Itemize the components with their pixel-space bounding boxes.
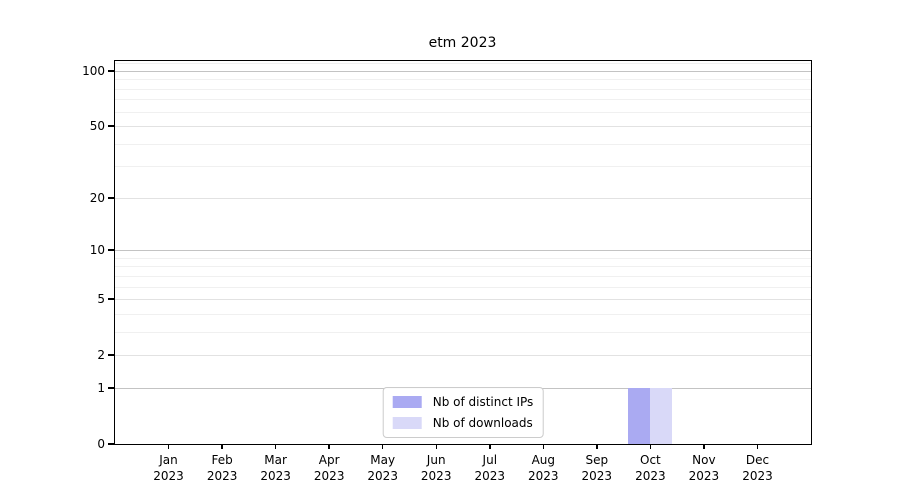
y-tick-label: 50	[89, 119, 105, 133]
x-tick-year: 2023	[688, 468, 720, 483]
x-tick-month: Dec	[745, 453, 770, 467]
chart-title: etm 2023	[428, 35, 497, 51]
x-tick-mark	[649, 444, 652, 449]
x-tick-year: 2023	[635, 468, 666, 483]
x-tick-label: Jul 2023	[475, 453, 506, 484]
y-tick-mark	[108, 298, 114, 300]
y-tick-mark	[108, 443, 114, 445]
gridline-sub	[115, 299, 811, 301]
y-tick-mark	[108, 125, 114, 127]
gridline-minor	[115, 111, 811, 113]
x-tick-year: 2023	[206, 468, 238, 483]
x-tick-mark	[274, 444, 277, 449]
y-tick-mark	[108, 197, 114, 199]
x-tick-month: Nov	[692, 453, 716, 467]
x-tick-mark	[489, 444, 491, 449]
x-tick-label: Feb 2023	[207, 453, 238, 484]
gridline-minor	[115, 331, 811, 333]
x-tick-label: Jun 2023	[421, 453, 452, 484]
gridline-minor	[115, 143, 811, 145]
gridline-minor	[115, 166, 811, 168]
legend-item: Nb of downloads	[392, 416, 534, 430]
x-tick-label: Sep 2023	[582, 453, 613, 484]
x-tick-year: 2023	[153, 468, 184, 483]
x-tick-label: Nov 2023	[689, 453, 720, 484]
x-tick-mark	[328, 444, 330, 449]
x-tick-year: 2023	[260, 468, 291, 483]
gridline-minor	[115, 286, 811, 288]
gridline-major	[115, 250, 811, 252]
x-tick-mark	[703, 444, 705, 449]
x-tick-mark	[542, 444, 545, 449]
x-tick-mark	[596, 444, 598, 449]
x-tick-label: Mar 2023	[260, 453, 291, 484]
bar-nb-of-distinct-ips	[628, 387, 651, 444]
gridline-sub	[115, 197, 811, 199]
x-tick-label: Jan 2023	[153, 453, 184, 484]
gridline-minor	[115, 79, 811, 81]
legend-swatch	[392, 417, 422, 429]
legend-label: Nb of downloads	[432, 416, 533, 430]
x-tick-month: Aug	[531, 453, 556, 467]
y-tick-label: 100	[82, 63, 105, 78]
legend-swatch	[392, 396, 422, 408]
plot-area: Nb of distinct IPs Nb of downloads 0 1 2 5 10…	[82, 60, 812, 483]
x-tick-month: May	[370, 453, 396, 467]
y-tick-label: 0	[97, 437, 105, 451]
gridline-minor	[115, 275, 811, 277]
x-tick-mark	[167, 444, 170, 449]
x-tick-year: 2023	[528, 468, 559, 483]
gridline-minor	[115, 88, 811, 90]
gridline-sub	[115, 355, 811, 357]
y-tick-label: 2	[97, 348, 105, 363]
y-tick-mark	[108, 387, 114, 389]
x-tick-year: 2023	[313, 468, 345, 483]
gridline-minor	[115, 63, 811, 65]
x-tick-mark	[756, 444, 759, 449]
x-tick-mark	[435, 444, 437, 449]
y-tick-label: 20	[89, 190, 105, 205]
gridline-minor	[115, 313, 811, 315]
gridline-major	[115, 70, 811, 72]
x-tick-label: Apr 2023	[314, 453, 345, 484]
x-tick-label: Oct 2023	[635, 453, 666, 484]
y-tick-mark	[108, 249, 114, 251]
x-tick-month: Sep	[585, 453, 609, 467]
x-tick-mark	[381, 444, 384, 449]
y-tick-mark	[108, 70, 114, 72]
legend-label: Nb of distinct IPs	[432, 395, 534, 409]
gridline-minor	[115, 99, 811, 101]
legend-item: Nb of distinct IPs	[392, 395, 534, 409]
x-tick-month: Jan	[159, 453, 178, 467]
x-tick-year: 2023	[581, 468, 613, 483]
x-tick-label: May 2023	[367, 453, 398, 484]
y-tick-label: 1	[97, 380, 105, 395]
x-tick-label: Aug 2023	[528, 453, 559, 484]
x-tick-month: Jul	[482, 453, 498, 467]
gridline-sub	[115, 126, 811, 127]
x-tick-month: Jun	[426, 453, 446, 467]
x-tick-month: Oct	[640, 453, 661, 467]
y-tick-mark	[108, 354, 114, 356]
y-tick-label: 10	[89, 243, 105, 258]
bar-nb-of-downloads	[650, 387, 673, 444]
x-tick-month: Feb	[211, 453, 233, 467]
legend: Nb of distinct IPs Nb of downloads	[382, 387, 544, 438]
x-tick-year: 2023	[367, 468, 398, 483]
x-tick-month: Mar	[264, 453, 287, 467]
x-tick-year: 2023	[420, 468, 452, 483]
x-tick-year: 2023	[742, 468, 773, 483]
gridline-minor	[115, 257, 811, 259]
x-tick-label: Dec 2023	[742, 453, 773, 484]
gridline-minor	[115, 266, 811, 268]
x-tick-mark	[221, 444, 223, 449]
y-tick-label: 5	[97, 292, 105, 307]
x-tick-year: 2023	[474, 468, 506, 483]
x-tick-month: Apr	[318, 453, 340, 467]
